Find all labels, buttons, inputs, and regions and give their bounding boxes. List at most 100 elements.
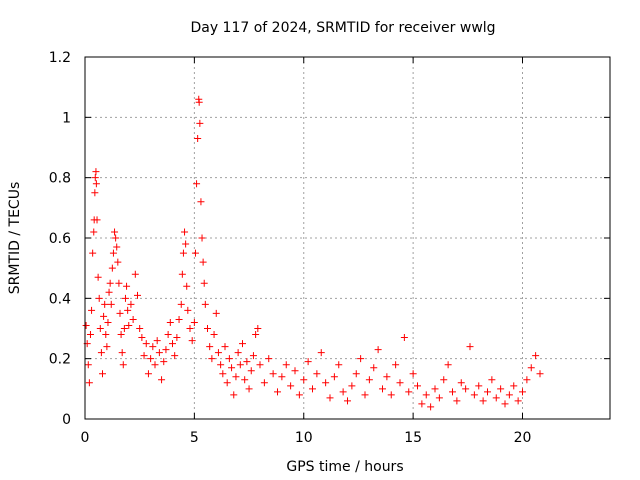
data-point <box>254 325 262 332</box>
data-point <box>84 361 92 369</box>
data-point <box>184 306 192 314</box>
data-point <box>183 282 191 290</box>
data-point <box>140 352 148 360</box>
data-point <box>497 385 505 393</box>
y-axis-label: SRMTID / TECUs <box>7 182 23 295</box>
data-point <box>466 343 474 351</box>
data-point <box>274 388 281 396</box>
data-point <box>181 228 189 236</box>
data-point <box>221 343 229 351</box>
data-point <box>365 376 373 384</box>
data-point <box>178 270 186 278</box>
data-point <box>479 397 487 405</box>
data-point <box>129 315 137 323</box>
data-point <box>379 385 386 393</box>
data-point <box>115 279 123 287</box>
data-point <box>396 379 404 387</box>
data-point <box>330 373 338 381</box>
data-point <box>138 334 146 342</box>
x-tick-label: 5 <box>190 430 199 446</box>
data-point <box>199 258 207 266</box>
data-point <box>119 361 127 369</box>
data-point <box>125 321 133 329</box>
data-point <box>510 382 518 390</box>
data-point <box>435 394 443 402</box>
data-point <box>245 385 253 393</box>
data-point <box>117 331 125 339</box>
data-point <box>488 376 496 384</box>
chart-title: Day 117 of 2024, SRMTID for receiver wwl… <box>190 20 495 36</box>
data-point <box>134 291 141 299</box>
data-point <box>287 382 295 390</box>
data-point <box>100 312 108 320</box>
data-point <box>206 343 214 351</box>
data-point <box>210 331 218 339</box>
data-point <box>236 361 244 369</box>
data-point <box>190 318 198 326</box>
data-point <box>230 391 238 399</box>
data-point <box>121 294 129 302</box>
data-point <box>400 334 408 342</box>
data-point <box>195 98 203 106</box>
data-point <box>90 228 98 236</box>
data-point <box>239 340 246 348</box>
data-point <box>225 355 233 363</box>
data-point <box>86 331 94 339</box>
data-point <box>282 361 290 369</box>
data-point <box>94 273 102 281</box>
data-point <box>449 388 456 396</box>
data-point <box>212 309 220 317</box>
data-point <box>198 234 206 242</box>
y-tick-label: 1 <box>62 110 71 126</box>
data-point <box>175 315 183 323</box>
data-point <box>249 352 257 360</box>
x-tick-label: 10 <box>295 430 313 446</box>
data-point <box>228 364 236 372</box>
data-point <box>265 355 273 363</box>
data-point <box>196 119 204 127</box>
data-point <box>194 134 202 142</box>
data-point <box>462 385 470 393</box>
data-point <box>111 228 119 236</box>
data-point <box>82 321 90 329</box>
data-point <box>179 249 187 257</box>
data-point <box>92 168 100 176</box>
data-point <box>453 397 461 405</box>
data-point <box>106 279 114 287</box>
data-point <box>116 309 124 317</box>
data-point <box>101 300 109 308</box>
plot-frame <box>84 56 611 420</box>
y-tick-label: 0.4 <box>49 291 71 307</box>
data-point <box>501 400 509 408</box>
data-point <box>193 180 201 188</box>
data-point <box>197 198 205 206</box>
data-point <box>300 376 308 384</box>
data-point <box>147 355 155 363</box>
data-point <box>107 300 115 308</box>
data-point <box>317 349 325 357</box>
y-tick-label: 0.2 <box>49 352 71 368</box>
data-point <box>177 300 185 308</box>
data-point <box>136 325 144 332</box>
data-point <box>191 249 199 257</box>
x-tick-label: 20 <box>514 430 532 446</box>
x-tick-label: 15 <box>404 430 422 446</box>
data-point <box>422 391 430 399</box>
data-point <box>252 331 260 339</box>
data-point <box>105 288 113 296</box>
data-point <box>144 370 152 378</box>
data-point <box>160 358 168 366</box>
data-point <box>108 264 116 272</box>
data-point <box>120 325 128 332</box>
data-point <box>370 364 378 372</box>
data-point <box>127 300 135 308</box>
data-point <box>182 240 190 248</box>
y-tick-label: 0.6 <box>49 231 71 247</box>
data-point <box>153 337 161 345</box>
data-point <box>217 361 225 369</box>
data-point <box>85 379 93 387</box>
data-point <box>532 352 540 360</box>
data-point <box>91 174 99 182</box>
data-point <box>204 325 211 332</box>
